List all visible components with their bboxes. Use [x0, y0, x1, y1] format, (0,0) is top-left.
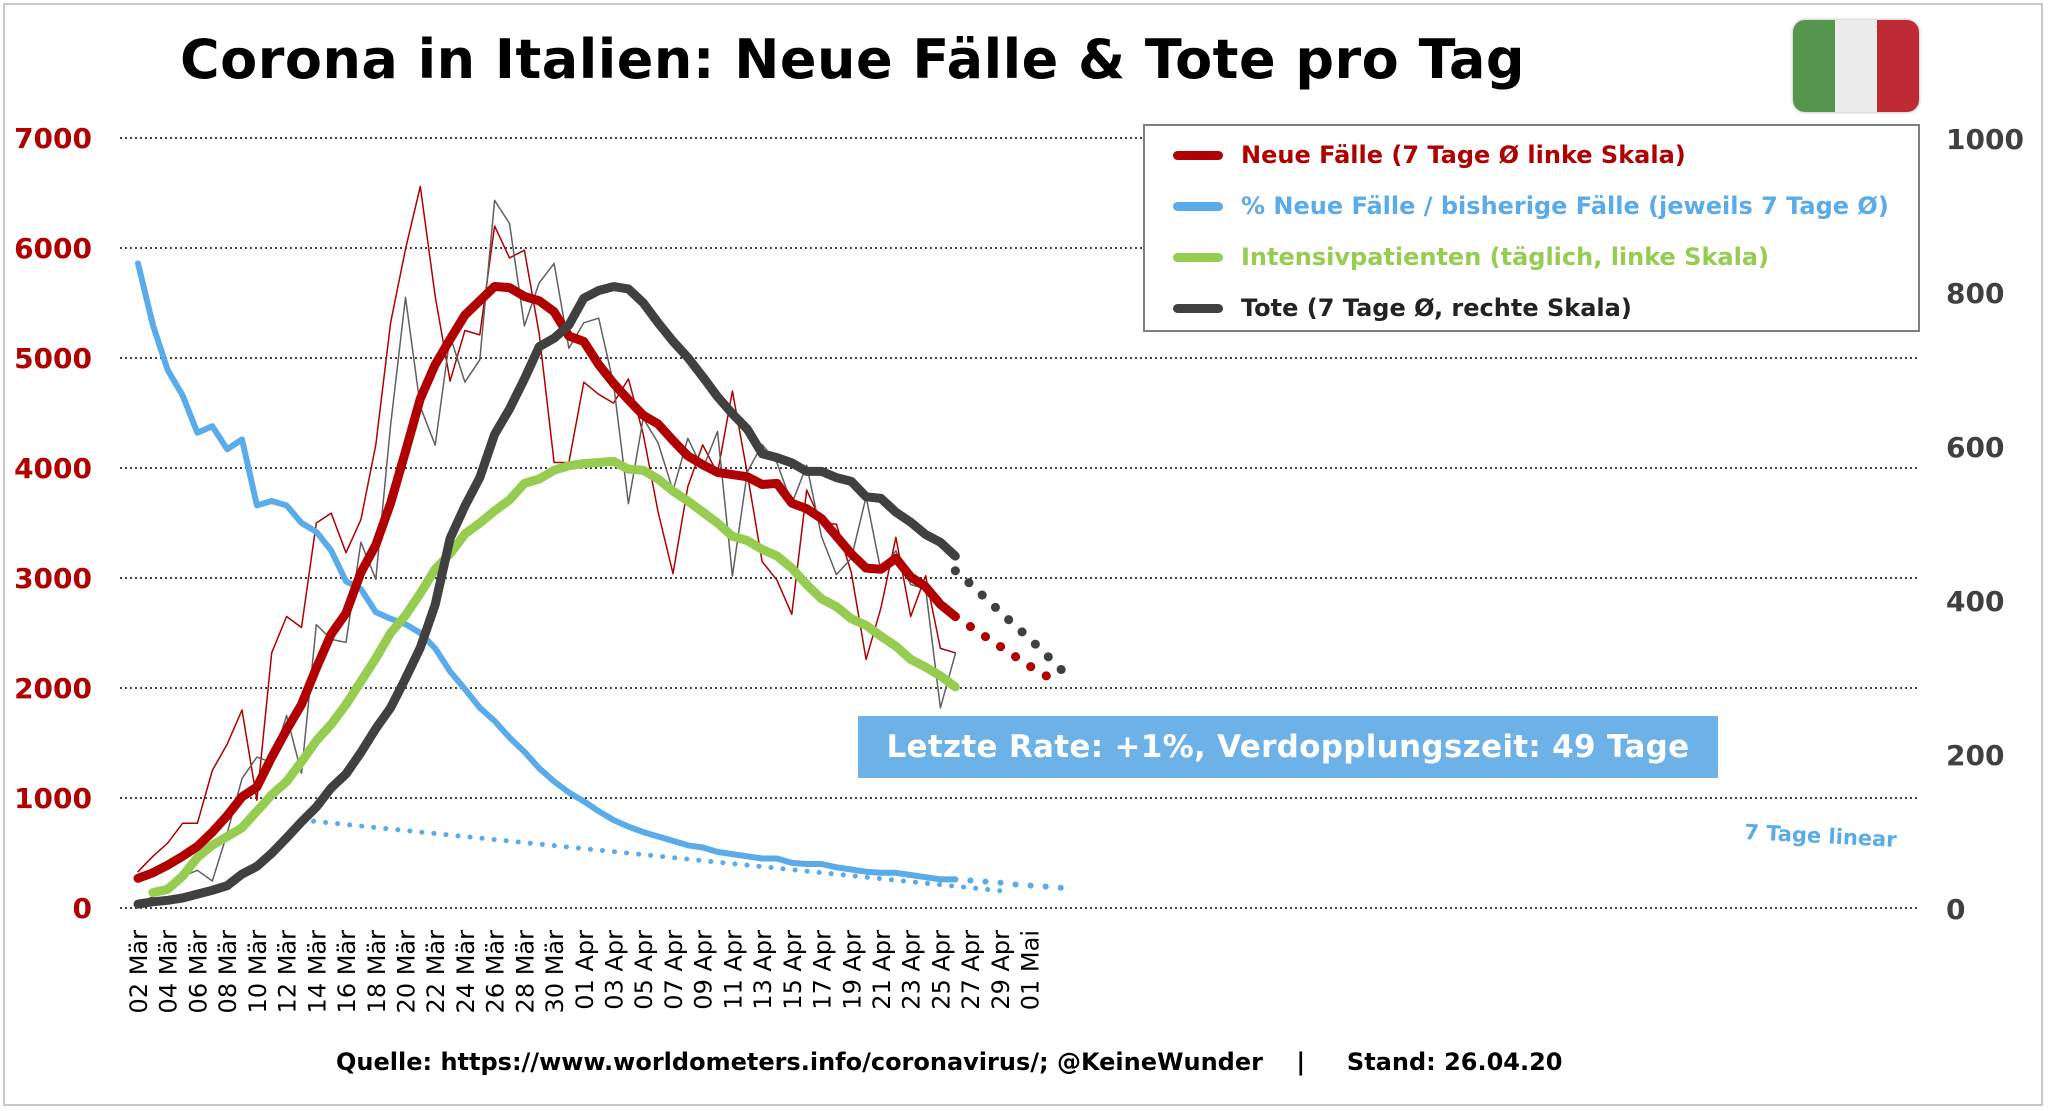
flag-stripe-red: [1877, 20, 1919, 112]
series-linear-trend: [298, 817, 1010, 894]
rate-annotation-text: Letzte Rate: +1%, Verdopplungszeit: 49 T…: [886, 729, 1690, 765]
x-tick-label: 17 Apr: [809, 930, 837, 1010]
x-tick-label: 20 Mär: [392, 930, 420, 1014]
x-tick-label: 15 Apr: [779, 930, 807, 1010]
y-right-tick-label: 0: [1946, 893, 1965, 926]
y-right-tick-label: 800: [1946, 277, 2004, 310]
x-tick-label: 07 Apr: [660, 930, 688, 1010]
series-deaths-avg: [133, 282, 960, 909]
legend-label-icu-patients: Intensivpatienten (täglich, linke Skala): [1241, 243, 1770, 271]
y-left-tick-label: 0: [73, 892, 92, 925]
x-tick-label: 26 Mär: [482, 930, 510, 1014]
x-tick-label: 23 Apr: [898, 930, 926, 1010]
y-left-tick-label: 7000: [14, 122, 92, 155]
chart-title: Corona in Italien: Neue Fälle & Tote pro…: [180, 28, 1526, 91]
x-tick-label: 21 Apr: [868, 930, 896, 1010]
flag-stripe-green: [1793, 20, 1835, 112]
y-right-tick-label: 400: [1946, 585, 2004, 618]
x-tick-label: 29 Apr: [987, 930, 1015, 1010]
x-tick-label: 04 Mär: [155, 930, 183, 1014]
legend-item-new-cases: Neue Fälle (7 Tage Ø linke Skala): [1173, 135, 1686, 175]
x-tick-label: 09 Apr: [690, 930, 718, 1010]
x-tick-label: 25 Apr: [927, 930, 955, 1010]
series-growth-rate: [135, 260, 959, 883]
x-tick-label: 30 Mär: [541, 930, 569, 1014]
legend-swatch-deaths: [1173, 303, 1223, 313]
source-footer: Quelle: https://www.worldometers.info/co…: [336, 1048, 1563, 1076]
legend-label-growth-rate: % Neue Fälle / bisherige Fälle (jeweils …: [1241, 192, 1889, 220]
legend-item-growth-rate: % Neue Fälle / bisherige Fälle (jeweils …: [1173, 186, 1889, 226]
legend-swatch-new-cases: [1173, 150, 1223, 160]
series-icu-patients: [148, 456, 960, 898]
y-left-tick-label: 5000: [14, 342, 92, 375]
x-tick-label: 11 Apr: [719, 930, 747, 1010]
chart-frame: [3, 3, 2043, 1106]
x-tick-label: 12 Mär: [274, 930, 302, 1014]
x-tick-label: 05 Apr: [630, 930, 658, 1010]
y-right-tick-label: 200: [1946, 739, 2004, 772]
x-tick-label: 22 Mär: [422, 930, 450, 1014]
legend-swatch-growth-rate: [1173, 201, 1223, 211]
legend-item-deaths: Tote (7 Tage Ø, rechte Skala): [1173, 288, 1632, 328]
x-tick-label: 14 Mär: [303, 930, 331, 1014]
legend-label-new-cases: Neue Fälle (7 Tage Ø linke Skala): [1241, 141, 1686, 169]
x-tick-label: 01 Apr: [571, 930, 599, 1010]
series-growth-rate-projection: [952, 876, 1078, 892]
x-tick-label: 01 Mai: [1017, 930, 1045, 1010]
x-tick-label: 13 Apr: [749, 930, 777, 1010]
y-left-tick-label: 4000: [14, 452, 92, 485]
legend-swatch-icu-patients: [1173, 252, 1223, 262]
x-tick-label: 08 Mär: [214, 930, 242, 1014]
flag-stripe-white: [1835, 20, 1877, 112]
legend-label-deaths: Tote (7 Tage Ø, rechte Skala): [1241, 294, 1632, 322]
chart-legend: Neue Fälle (7 Tage Ø linke Skala) % Neue…: [1143, 124, 1920, 332]
x-tick-label: 18 Mär: [363, 930, 391, 1014]
y-left-tick-label: 3000: [14, 562, 92, 595]
rate-annotation-box: Letzte Rate: +1%, Verdopplungszeit: 49 T…: [858, 716, 1718, 778]
legend-item-icu-patients: Intensivpatienten (täglich, linke Skala): [1173, 237, 1769, 277]
italy-flag-icon: [1793, 20, 1919, 112]
x-tick-label: 16 Mär: [333, 930, 361, 1014]
x-tick-label: 06 Mär: [184, 930, 212, 1014]
x-tick-label: 28 Mär: [511, 930, 539, 1014]
x-tick-label: 03 Apr: [601, 930, 629, 1010]
x-tick-label: 19 Apr: [838, 930, 866, 1010]
y-left-tick-label: 6000: [14, 232, 92, 265]
series-new-cases-avg-projection: [950, 612, 1064, 689]
y-right-tick-label: 1000: [1946, 123, 2024, 156]
x-tick-label: 27 Apr: [957, 930, 985, 1010]
x-tick-label: 24 Mär: [452, 930, 480, 1014]
x-tick-label: 02 Mär: [125, 930, 153, 1014]
y-left-tick-label: 2000: [14, 672, 92, 705]
series-new-cases-avg: [133, 282, 960, 883]
y-right-tick-label: 600: [1946, 431, 2004, 464]
y-left-tick-label: 1000: [14, 782, 92, 815]
x-tick-label: 10 Mär: [244, 930, 272, 1014]
